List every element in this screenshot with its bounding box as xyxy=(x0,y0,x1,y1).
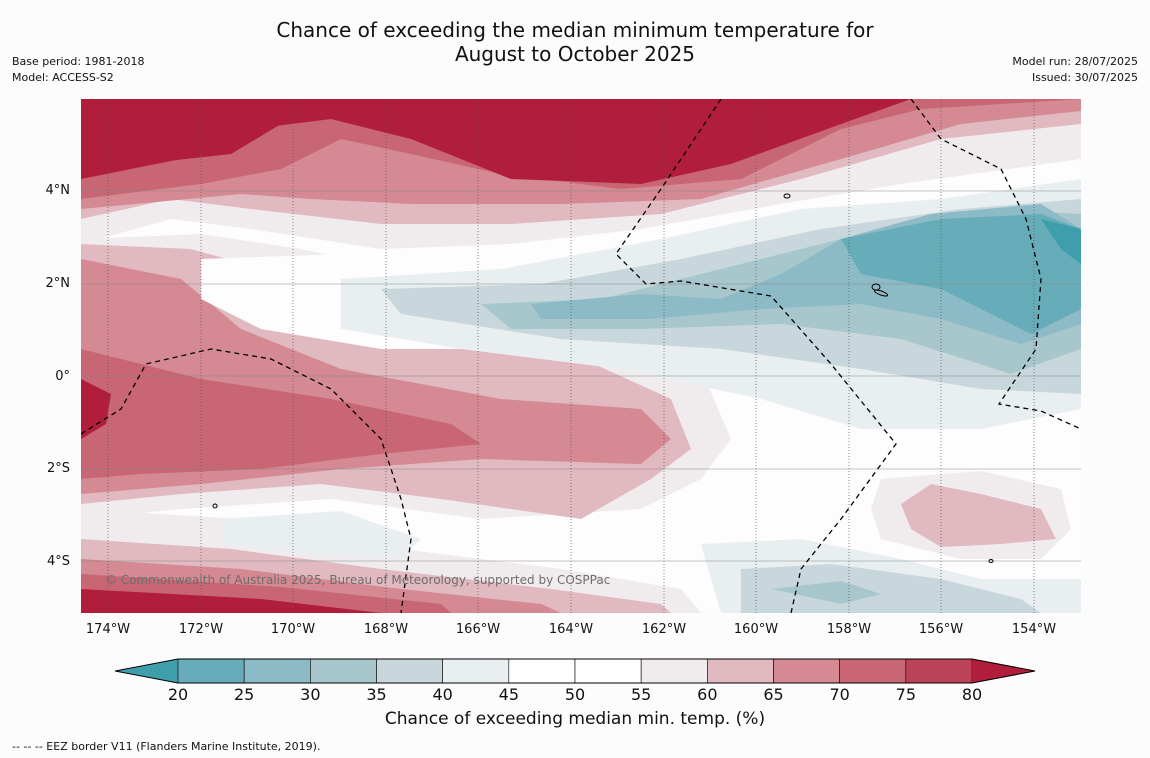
island-4 xyxy=(212,503,218,509)
colorbar-tick-label: 50 xyxy=(564,685,586,704)
lat-label-4s: 4°S xyxy=(46,554,70,569)
colorbar-cell xyxy=(773,658,840,684)
colorbar-cell xyxy=(905,658,973,684)
lon-label-170w: 170°W xyxy=(270,622,316,637)
contour-east-20 xyxy=(841,214,1081,334)
lat-label-2n: 2°N xyxy=(45,276,71,291)
contour-north-78 xyxy=(81,99,291,174)
contour-east-15 xyxy=(1041,219,1081,264)
island-5 xyxy=(988,559,994,563)
lon-label-162w: 162°W xyxy=(641,622,687,637)
colorbar-cell xyxy=(442,658,510,684)
contour-west-75 xyxy=(81,349,481,479)
colorbar-tick-label: 70 xyxy=(829,685,850,704)
contour-se-35 xyxy=(741,564,1041,613)
lon-label-160w: 160°W xyxy=(733,622,779,637)
lat-label-4n: 4°N xyxy=(45,183,71,198)
map-contours xyxy=(81,99,1081,613)
lat-label-0: 0° xyxy=(55,369,70,384)
issued-text: Issued: 30/07/2025 xyxy=(1031,71,1138,84)
lat-label-2s: 2°S xyxy=(46,461,70,476)
copyright-text: © Commonwealth of Australia 2025, Bureau… xyxy=(105,573,611,587)
meta-right: Model run: 28/07/2025 Issued: 30/07/2025 xyxy=(1012,54,1138,86)
eez-border-kiribati-west xyxy=(81,348,412,613)
lon-label-168w: 168°W xyxy=(363,622,409,637)
parallels xyxy=(81,190,1081,562)
eez-borders xyxy=(81,99,1081,613)
colorbar-cell xyxy=(707,658,774,684)
colorbar-cell xyxy=(839,658,907,684)
colorbar-tick-label: 75 xyxy=(895,685,916,704)
colorbar-tick-label: 45 xyxy=(498,685,519,704)
island-3 xyxy=(873,289,889,297)
colorbar-cell xyxy=(574,658,642,684)
colorbar-cell xyxy=(310,658,377,684)
title-line-1: Chance of exceeding the median minimum t… xyxy=(276,18,874,42)
colorbar-cell xyxy=(376,658,443,684)
colorbar-tick-label: 40 xyxy=(432,685,453,704)
colorbar-tick-label: 80 xyxy=(961,685,983,704)
colorbar-cell xyxy=(640,658,708,684)
lon-label-158w: 158°W xyxy=(826,622,872,637)
map-panel: © Commonwealth of Australia 2025, Bureau… xyxy=(81,99,1081,613)
meta-left: Base period: 1981-2018 Model: ACCESS-S2 xyxy=(12,54,144,86)
colorbar-cell xyxy=(243,658,311,684)
lon-label-166w: 166°W xyxy=(455,622,501,637)
title-line-2: August to October 2025 xyxy=(454,42,696,66)
contour-sw-40 xyxy=(221,511,421,559)
colorbar-extend-low xyxy=(115,659,178,683)
model-text: Model: ACCESS-S2 xyxy=(12,71,114,84)
colorbar-tick-label: 60 xyxy=(697,685,718,704)
model-run-text: Model run: 28/07/2025 xyxy=(1012,55,1138,68)
colorbar-extend-high xyxy=(972,659,1035,683)
eez-note: -- -- -- EEZ border V11 (Flanders Marine… xyxy=(12,740,321,753)
colorbar-tick-label: 55 xyxy=(630,685,652,704)
lon-label-172w: 172°W xyxy=(178,622,224,637)
island-1 xyxy=(783,193,791,199)
chart-title: Chance of exceeding the median minimum t… xyxy=(0,18,1150,66)
lon-label-164w: 164°W xyxy=(548,622,594,637)
contour-north-80 xyxy=(81,99,911,184)
colorbar-tick-label: 35 xyxy=(366,685,387,704)
contour-se-65 xyxy=(901,484,1056,547)
base-period-text: Base period: 1981-2018 xyxy=(12,55,145,68)
lon-label-174w: 174°W xyxy=(85,622,131,637)
colorbar-tick-label: 30 xyxy=(300,685,321,704)
colorbar-cell xyxy=(508,658,576,684)
colorbar-tick-label: 65 xyxy=(763,685,784,704)
contour-west-80 xyxy=(81,379,111,439)
islands xyxy=(212,193,994,563)
lon-label-156w: 156°W xyxy=(918,622,964,637)
lon-label-154w: 154°W xyxy=(1011,622,1057,637)
colorbar-cells xyxy=(115,658,1035,684)
colorbar-title: Chance of exceeding median min. temp. (%… xyxy=(384,709,766,729)
colorbar-cell xyxy=(177,658,245,684)
eez-border-east xyxy=(910,99,1081,430)
colorbar-tick-label: 25 xyxy=(233,685,255,704)
contour-se-30 xyxy=(771,581,881,604)
contour-south-80 xyxy=(81,589,381,613)
colorbar xyxy=(115,658,1036,684)
colorbar-outline xyxy=(115,658,1036,684)
colorbar-tick-label: 20 xyxy=(167,685,189,704)
